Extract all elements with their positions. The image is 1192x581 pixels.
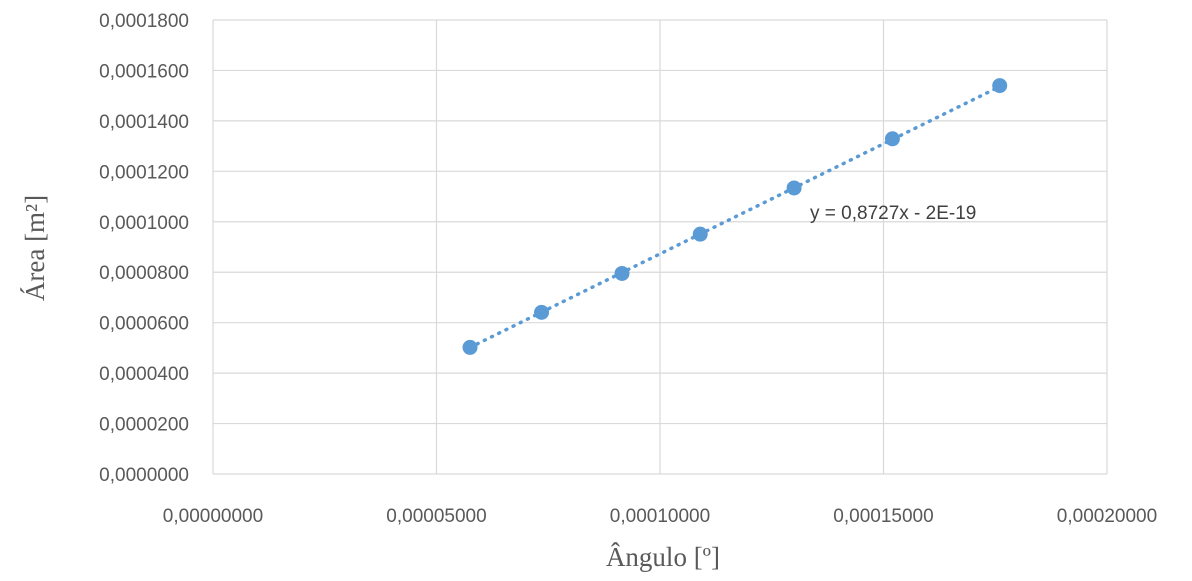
data-points xyxy=(462,78,1008,355)
trendline xyxy=(468,84,1002,350)
y-tick-label: 0,0001000 xyxy=(99,213,189,234)
y-tick-label: 0,0001600 xyxy=(99,61,189,82)
data-point xyxy=(462,339,478,355)
data-point xyxy=(884,131,900,147)
y-axis-tick-labels: 0,0000000 0,0000200 0,0000400 0,0000600 0,00… xyxy=(99,11,189,486)
y-axis-title: Área [m²] xyxy=(20,195,50,301)
x-tick-label: 0,00015000 xyxy=(833,506,933,527)
data-point xyxy=(992,78,1008,94)
y-tick-label: 0,0001400 xyxy=(99,112,189,133)
trendline-equation: y = 0,8727x - 2E-19 xyxy=(810,203,976,224)
x-axis-title: Ângulo [º] xyxy=(606,542,720,572)
x-axis-tick-labels: 0,00000000 0,00005000 0,00010000 0,00015000… xyxy=(163,506,1157,527)
y-tick-label: 0,0000600 xyxy=(99,314,189,335)
y-tick-label: 0,0001800 xyxy=(99,11,189,32)
y-tick-label: 0,0000200 xyxy=(99,415,189,436)
y-tick-label: 0,0000400 xyxy=(99,364,189,385)
x-tick-label: 0,00000000 xyxy=(163,506,263,527)
x-tick-label: 0,00020000 xyxy=(1057,506,1157,527)
data-point xyxy=(534,304,550,320)
data-point xyxy=(692,226,708,242)
data-point xyxy=(786,180,802,196)
x-tick-label: 0,00005000 xyxy=(386,506,486,527)
y-tick-label: 0,0000000 xyxy=(99,465,189,486)
y-tick-label: 0,0001200 xyxy=(99,162,189,183)
x-tick-label: 0,00010000 xyxy=(610,506,710,527)
data-point xyxy=(614,265,630,281)
y-tick-label: 0,0000800 xyxy=(99,263,189,284)
grid-lines xyxy=(212,19,1108,475)
